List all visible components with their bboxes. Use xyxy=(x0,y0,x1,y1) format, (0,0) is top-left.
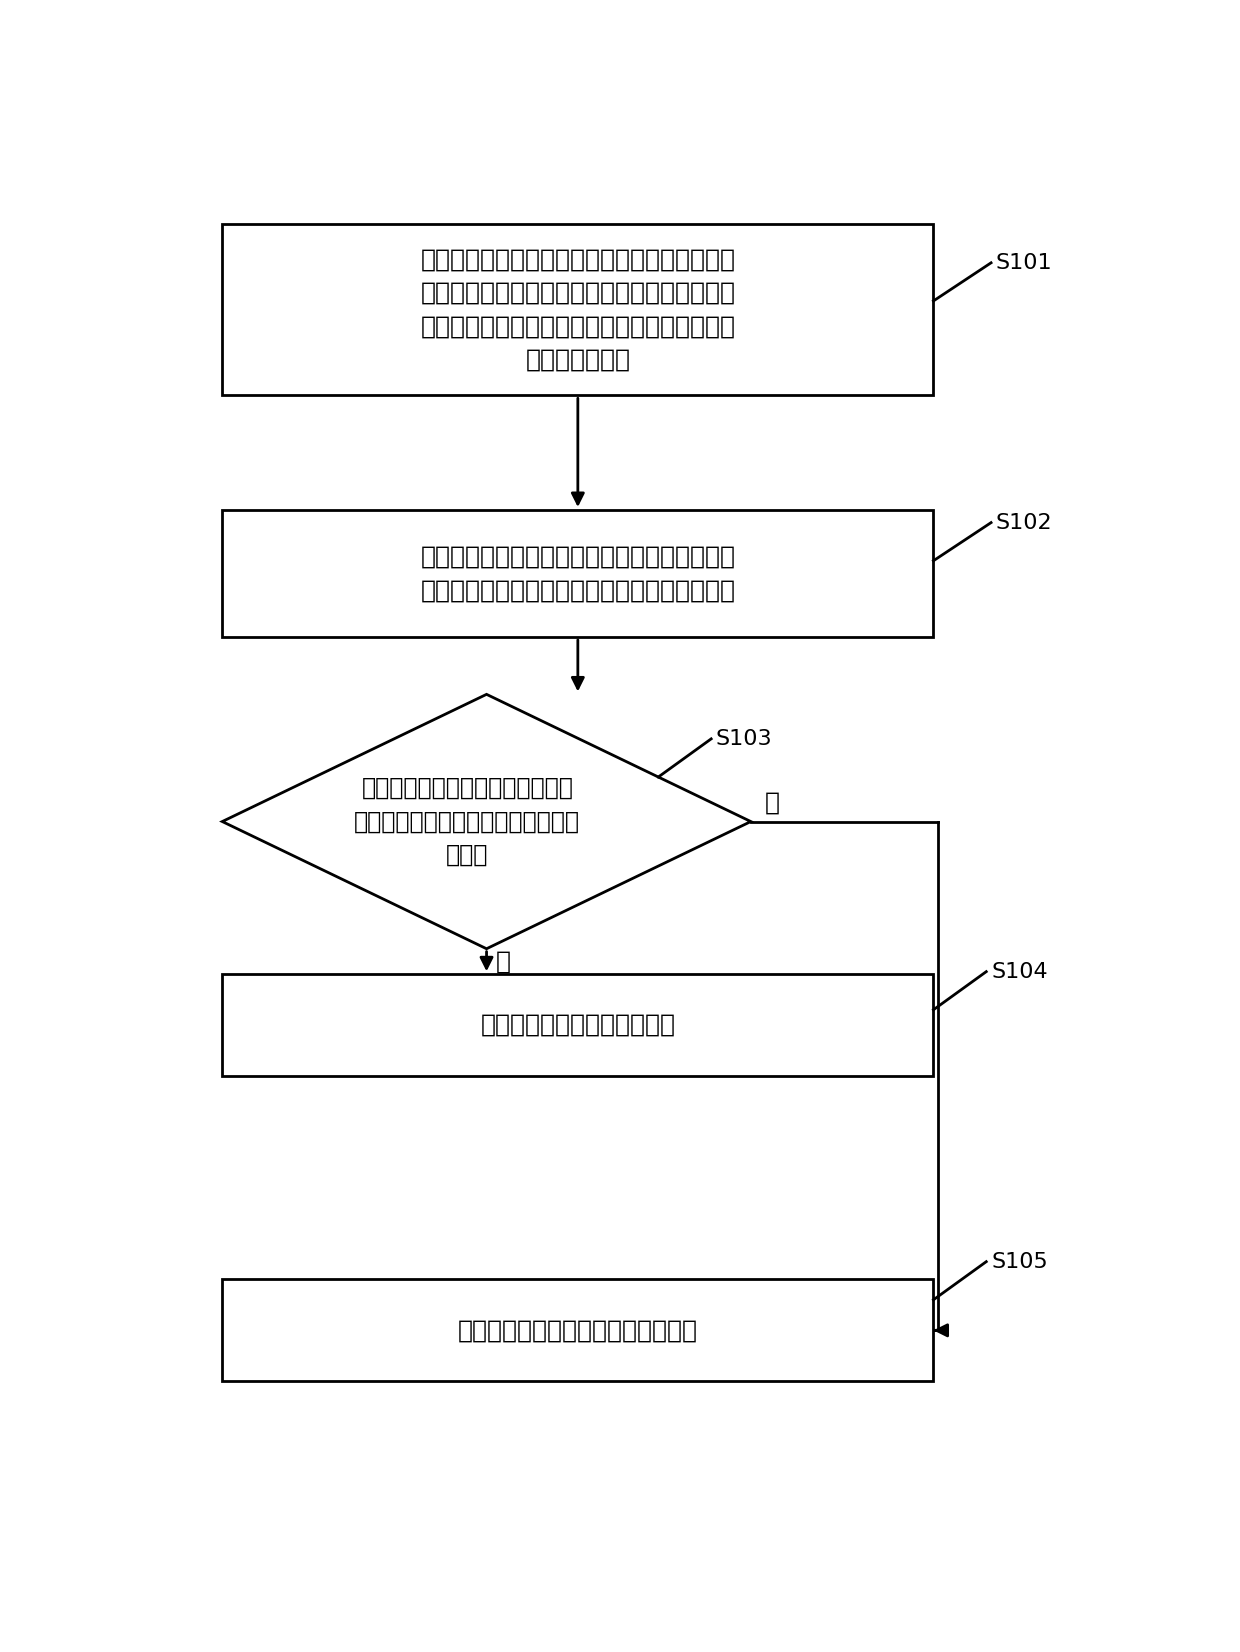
Bar xyxy=(222,223,934,395)
Text: 否: 否 xyxy=(765,790,780,814)
Text: S104: S104 xyxy=(991,961,1048,981)
Text: S102: S102 xyxy=(996,512,1053,532)
Text: S101: S101 xyxy=(996,253,1053,273)
Text: 将本地振荡器的带宽调整至初始带宽: 将本地振荡器的带宽调整至初始带宽 xyxy=(458,1318,698,1343)
Text: 是: 是 xyxy=(496,950,511,973)
Text: S105: S105 xyxy=(991,1252,1048,1272)
Text: 在将块反馈包发送至发送端，且当
最小帧间间隔时长之后，是否收到数
据包？: 在将块反馈包发送至发送端，且当 最小帧间间隔时长之后，是否收到数 据包？ xyxy=(355,776,580,867)
Text: S103: S103 xyxy=(715,729,773,748)
Text: 将本地振荡器的带宽维持不变: 将本地振荡器的带宽维持不变 xyxy=(480,1013,676,1037)
Polygon shape xyxy=(222,694,751,948)
Bar xyxy=(222,510,934,638)
Text: 在接收数据包的起始时刻，将本地振荡器的带宽
调整至请求发送反馈数据包中包含的可使用带宽: 在接收数据包的起始时刻，将本地振荡器的带宽 调整至请求发送反馈数据包中包含的可使… xyxy=(420,545,735,603)
Bar xyxy=(222,975,934,1075)
Text: 在接收到发送端发送的请求发送数据包之前进行
空闲信道评估检测，获取可使用的带宽，并通过
与所述请求发送数据包对应的请求发送反馈数据
包发送至发送端: 在接收到发送端发送的请求发送数据包之前进行 空闲信道评估检测，获取可使用的带宽，… xyxy=(420,248,735,372)
Bar xyxy=(222,1279,934,1381)
